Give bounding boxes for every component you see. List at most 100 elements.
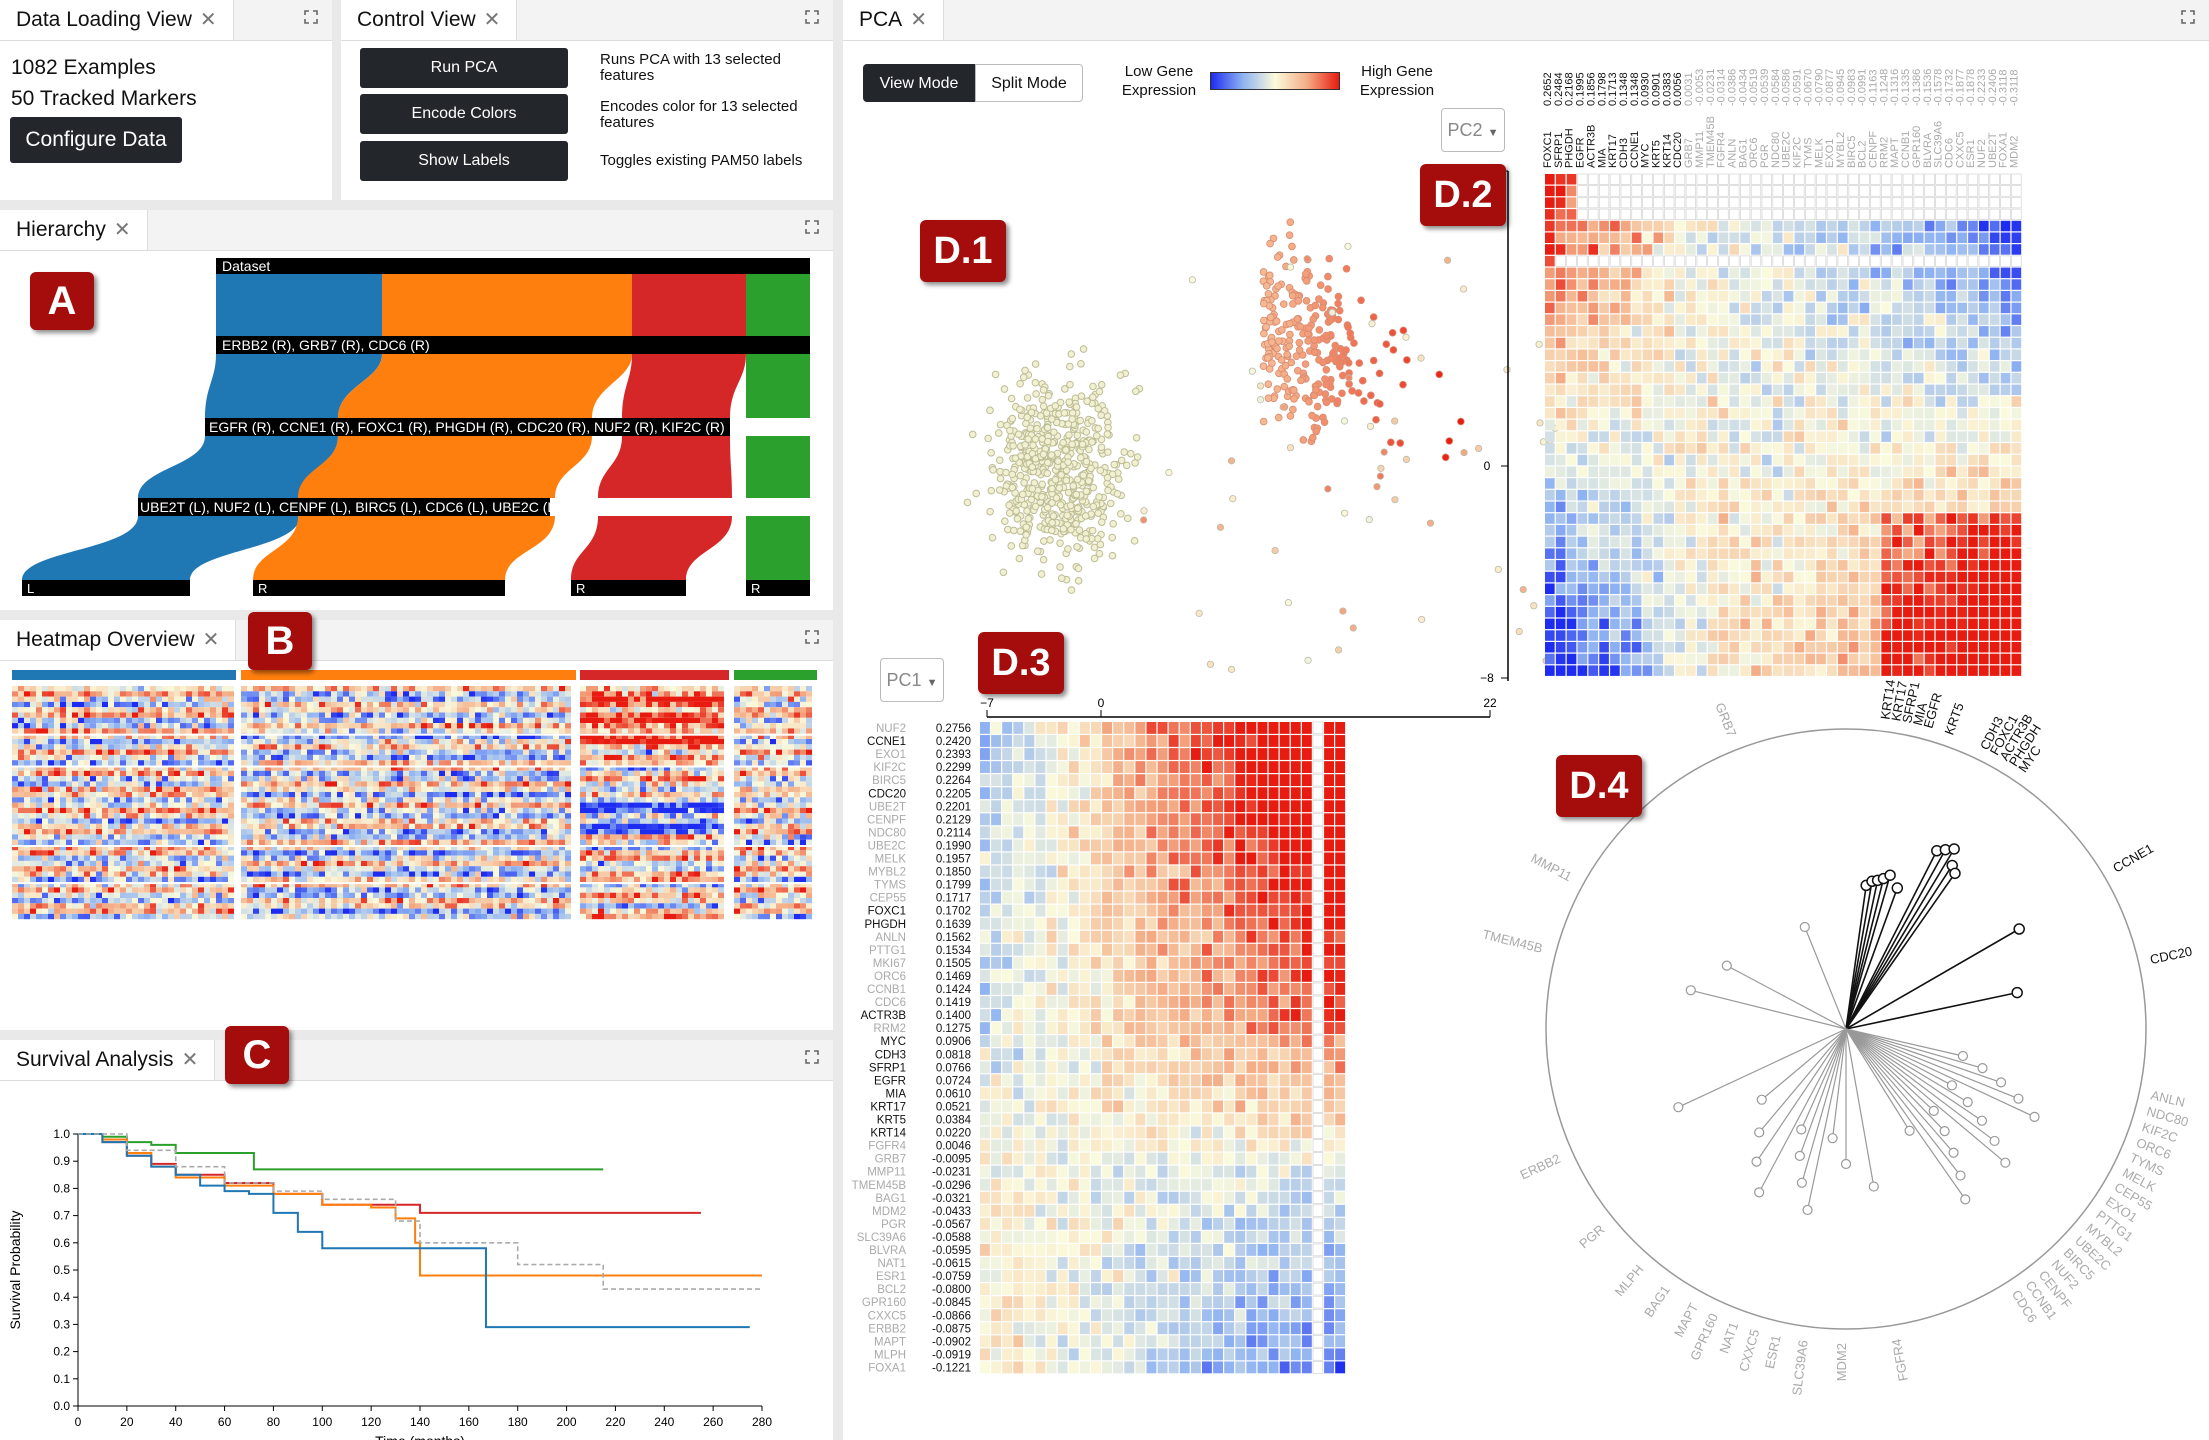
hierarchy-level-bar-0[interactable] [216, 258, 810, 274]
tab-hierarchy[interactable]: Hierarchy ✕ [0, 210, 148, 250]
overview-cell [688, 754, 694, 761]
overview-cell [180, 866, 186, 872]
overview-cell [592, 786, 598, 792]
tab-heatmap-overview[interactable]: Heatmap Overview ✕ [0, 620, 237, 660]
overview-cell [505, 776, 511, 782]
overview-group-bar-2[interactable] [241, 670, 576, 680]
maximize-icon[interactable] [805, 220, 819, 234]
overview-cell [48, 876, 54, 883]
overview-cell [36, 871, 42, 877]
overview-cell [511, 712, 517, 718]
overview-cell [634, 855, 640, 861]
overview-cell [373, 792, 379, 798]
overview-cell [301, 707, 307, 713]
overview-cell [222, 739, 228, 745]
close-icon[interactable]: ✕ [113, 219, 131, 241]
tab-control-view[interactable]: Control View ✕ [341, 0, 518, 40]
close-icon[interactable]: ✕ [202, 629, 220, 651]
overview-cell [54, 866, 60, 872]
overview-cell [144, 696, 150, 702]
overview-cell [439, 834, 445, 840]
hierarchy-band-blue-l0[interactable] [216, 274, 382, 336]
hierarchy-band-orange-l0[interactable] [382, 274, 632, 336]
overview-cell [367, 834, 373, 840]
overview-cell [553, 749, 559, 755]
hierarchy-band-orange-l1[interactable] [338, 354, 632, 418]
hierarchy-leaf-bar-1[interactable] [22, 580, 190, 596]
run-pca-button[interactable]: Run PCA [360, 48, 568, 88]
overview-cell [433, 728, 439, 734]
overview-cell [700, 749, 706, 755]
overview-cell [559, 701, 565, 708]
overview-cell [295, 887, 301, 893]
overview-cell [241, 908, 247, 914]
hierarchy-band-green-l1[interactable] [746, 354, 810, 418]
hierarchy-leaf-bar-3[interactable] [571, 580, 686, 596]
overview-cell [592, 744, 598, 750]
maximize-icon[interactable] [304, 10, 318, 24]
overview-cell [247, 876, 253, 883]
hierarchy-band-orange-l2[interactable] [298, 436, 592, 498]
overview-cell [391, 807, 397, 814]
overview-cell [433, 813, 439, 819]
overview-cell [180, 892, 186, 898]
tab-data-loading[interactable]: Data Loading View ✕ [0, 0, 234, 40]
overview-cell [628, 876, 634, 883]
overview-cell [421, 866, 427, 872]
show-labels-button[interactable]: Show Labels [360, 141, 568, 181]
overview-cell [198, 717, 204, 724]
maximize-icon[interactable] [805, 630, 819, 644]
overview-cell [241, 797, 247, 803]
overview-cell [210, 770, 216, 777]
overview-cell [694, 723, 700, 729]
hierarchy-sankey[interactable]: Dataset ERBB2 (R), GRB7 (R), CDC6 (R) EG… [0, 250, 833, 610]
overview-cell [511, 823, 517, 830]
hierarchy-band-red-l1[interactable] [622, 354, 746, 418]
overview-cell [373, 739, 379, 745]
overview-cell [162, 728, 168, 734]
close-icon[interactable]: ✕ [199, 9, 217, 31]
overview-cell [222, 887, 228, 893]
overview-cell [168, 802, 174, 808]
configure-data-button[interactable]: Configure Data [10, 117, 182, 163]
overview-cell [307, 707, 313, 713]
overview-cell [72, 749, 78, 755]
overview-cell [505, 887, 511, 893]
overview-cell [553, 723, 559, 729]
overview-cell [90, 898, 96, 904]
overview-group-bar-3[interactable] [580, 670, 729, 680]
overview-cell [439, 744, 445, 750]
overview-cell [706, 712, 712, 718]
hierarchy-band-red-l3[interactable] [571, 516, 732, 580]
overview-cell [415, 749, 421, 755]
overview-cell [192, 876, 198, 883]
overview-cell [658, 707, 664, 713]
overview-cell [403, 728, 409, 734]
hierarchy-band-red-l2[interactable] [598, 436, 732, 498]
overview-cell [174, 834, 180, 840]
hierarchy-band-green-l3[interactable] [746, 516, 810, 580]
overview-cell [156, 818, 162, 824]
overview-cell [319, 744, 325, 750]
overview-cell [228, 776, 234, 782]
overview-cell [646, 728, 652, 734]
close-icon[interactable]: ✕ [483, 9, 501, 31]
hierarchy-level-label-1: ERBB2 (R), GRB7 (R), CDC6 (R) [222, 337, 430, 353]
overview-cell [598, 701, 604, 708]
hierarchy-leaf-bar-2[interactable] [253, 580, 505, 596]
overview-cell [150, 686, 156, 692]
hierarchy-band-green-l2[interactable] [746, 436, 810, 498]
overview-group-bar-1[interactable] [12, 670, 236, 680]
overview-group-bar-4[interactable] [734, 670, 817, 680]
overview-cell [694, 701, 700, 708]
overview-cell [204, 770, 210, 777]
overview-cell [198, 744, 204, 750]
hierarchy-band-orange-l3[interactable] [253, 516, 555, 580]
hierarchy-band-red-l0[interactable] [632, 274, 746, 336]
overview-cell [475, 903, 481, 909]
overview-cell [253, 712, 259, 718]
hierarchy-band-green-l0[interactable] [746, 274, 810, 336]
heatmap-overview-chart[interactable] [0, 660, 833, 1030]
maximize-icon[interactable] [805, 10, 819, 24]
encode-colors-button[interactable]: Encode Colors [360, 94, 568, 134]
